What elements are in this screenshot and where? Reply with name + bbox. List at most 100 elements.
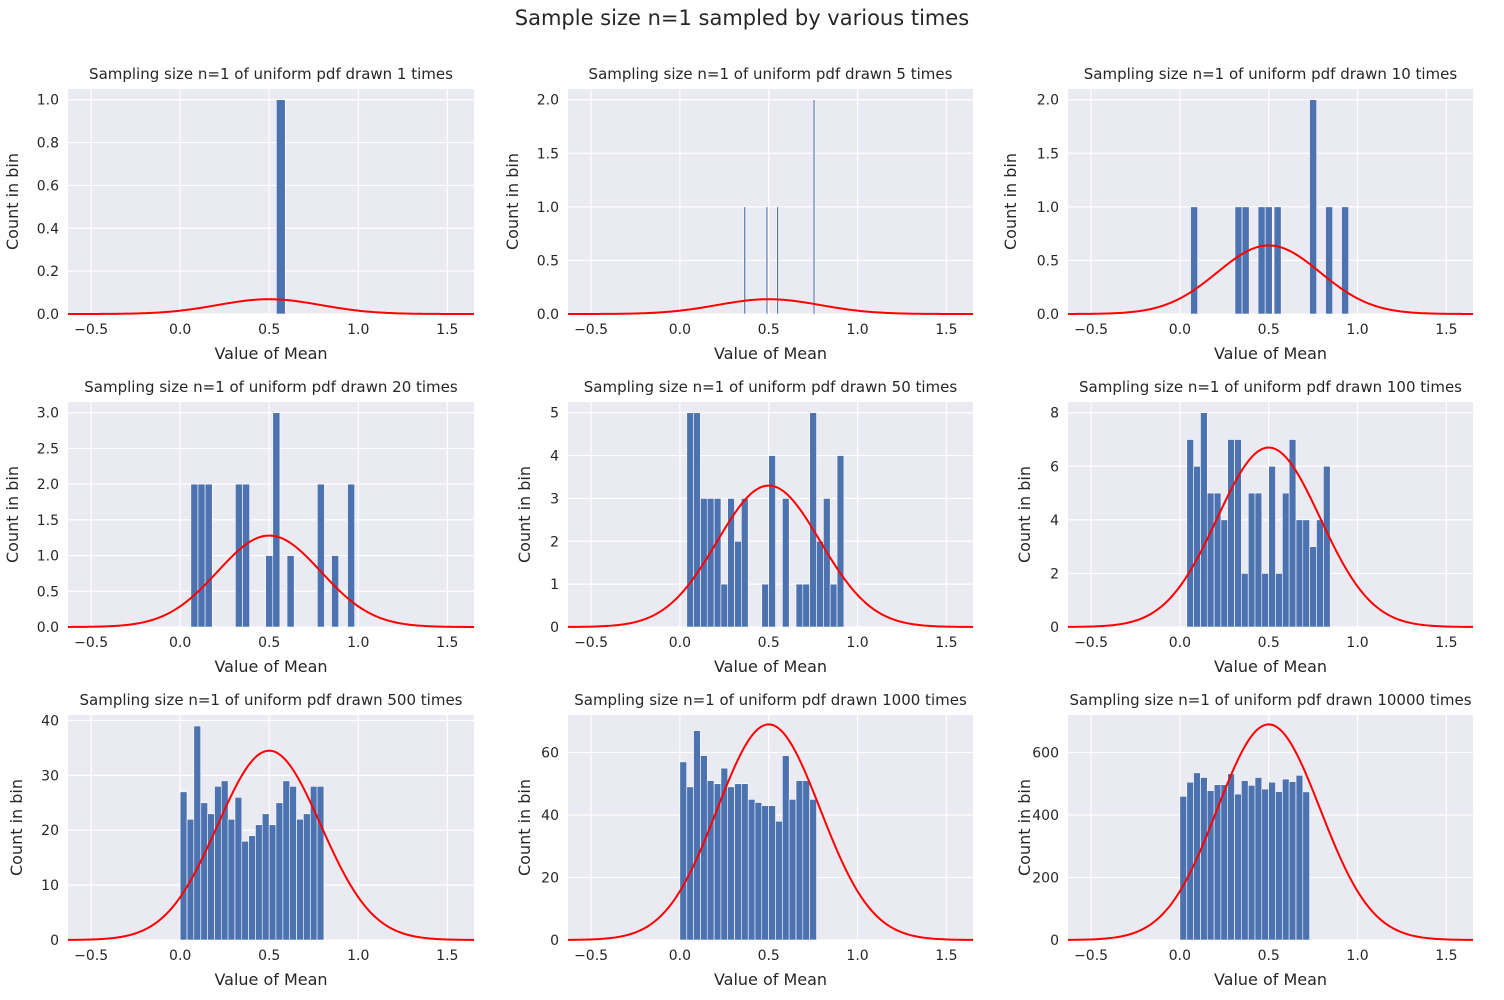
histogram-bar (1257, 206, 1266, 315)
normal-curve (67, 534, 474, 628)
panel-title: Sampling size n=1 of uniform pdf drawn 1… (1084, 65, 1458, 83)
panel-title: Sampling size n=1 of uniform pdf drawn 1… (1069, 691, 1471, 709)
histogram-bar (1241, 573, 1249, 628)
histogram-bar (347, 483, 355, 628)
histogram-bar (296, 818, 304, 941)
y-tick-label: 0.2 (37, 264, 59, 280)
y-tick-label: 30 (41, 768, 59, 784)
y-tick-label: 1.5 (537, 146, 559, 162)
x-tick-label: 1.5 (436, 948, 458, 964)
y-tick-label: 8 (1050, 406, 1059, 422)
y-tick-label: 0.0 (37, 620, 59, 636)
histogram-bar (200, 802, 208, 941)
histogram-bar (1302, 791, 1310, 941)
histogram-bar (1234, 206, 1243, 315)
y-tick-label: 0.5 (37, 584, 59, 600)
x-axis-label: Value of Mean (1214, 657, 1327, 676)
x-tick-label: 0.0 (669, 322, 691, 338)
x-tick-label: 1.5 (1435, 635, 1457, 651)
y-axis-label: Count in bin (3, 466, 22, 563)
histogram-bar (193, 725, 202, 941)
x-tick-label: 1.0 (1346, 322, 1368, 338)
histogram-bar (823, 498, 831, 628)
x-tick-label: 1.0 (846, 948, 868, 964)
histogram-bar (686, 412, 694, 628)
histogram-panel-4: −0.5 0.0 0.5 1.0 1.5 0.0 0.5 1.0 1.5 2.0 2.5 3.0 Sam… (3, 378, 474, 676)
histogram-bar (1295, 519, 1304, 628)
y-tick-label: 1.0 (537, 200, 559, 216)
x-tick-label: 0.5 (758, 948, 780, 964)
y-tick-label: 0.5 (1037, 253, 1059, 269)
y-tick-label: 40 (41, 713, 59, 729)
x-tick-label: 1.0 (846, 635, 868, 651)
x-axis-label: Value of Mean (214, 657, 327, 676)
histogram-panel-8: −0.5 0.0 0.5 1.0 1.5 0 20 40 60 Sampling size n=1… (515, 691, 974, 989)
y-tick-label: 4 (1050, 513, 1059, 529)
x-tick-label: −0.5 (1074, 322, 1108, 338)
histogram-bar (248, 835, 256, 941)
y-tick-label: 10 (41, 878, 59, 894)
histogram-bar (809, 412, 817, 628)
histogram-panel-2: −0.5 0.0 0.5 1.0 1.5 0.0 0.5 1.0 1.5 2.0 Sampling … (503, 65, 973, 363)
histogram-bar (1190, 206, 1198, 315)
x-tick-label: 0.5 (758, 322, 780, 338)
histogram-bar (754, 802, 763, 941)
histogram-bar (679, 761, 688, 941)
histogram-bar (1268, 781, 1276, 941)
y-tick-label: 1 (550, 577, 559, 593)
x-tick-label: 1.5 (1435, 322, 1457, 338)
y-tick-label: 400 (1032, 808, 1059, 824)
x-axis-label: Value of Mean (214, 970, 327, 989)
plot-area (568, 89, 973, 314)
histogram-bar (303, 813, 311, 941)
histogram-bar (1309, 99, 1317, 315)
panel-title: Sampling size n=1 of uniform pdf drawn 5… (584, 378, 958, 396)
x-axis-label: Value of Mean (714, 970, 827, 989)
x-tick-label: 0.0 (169, 948, 191, 964)
histogram-bar (265, 555, 274, 628)
histogram-bar (741, 783, 749, 941)
histogram-bar (734, 540, 742, 628)
y-tick-label: 0.4 (37, 221, 59, 237)
histogram-bar (1186, 781, 1194, 941)
y-tick-label: 2.0 (37, 477, 59, 493)
histogram-bar (768, 455, 776, 628)
x-axis-label: Value of Mean (1214, 344, 1327, 363)
panel-title: Sampling size n=1 of uniform pdf drawn 1… (574, 691, 967, 709)
histogram-bar (1275, 791, 1283, 941)
histogram-bar (802, 780, 810, 941)
histogram-bar (743, 206, 746, 315)
y-axis-label: Count in bin (515, 779, 534, 876)
histogram-bar (788, 799, 797, 941)
y-tick-label: 1.0 (37, 93, 59, 109)
x-axis-label: Value of Mean (714, 344, 827, 363)
histogram-panel-1: −0.5 0.0 0.5 1.0 1.5 0.0 0.2 0.4 0.6 0.8 1.0 Sampli… (3, 65, 474, 363)
histogram-bar (234, 797, 243, 941)
histogram-bar (720, 583, 729, 628)
histogram-bar (1341, 206, 1349, 315)
y-tick-label: 0 (550, 620, 559, 636)
y-tick-label: 0 (1050, 933, 1059, 949)
histogram-bar (795, 780, 804, 941)
histogram-bar (816, 540, 824, 628)
y-tick-label: 20 (541, 871, 559, 887)
histogram-bar (1302, 519, 1310, 628)
x-tick-label: −0.5 (1074, 948, 1108, 964)
histogram-panel-9: −0.5 0.0 0.5 1.0 1.5 0 200 400 600 Sampling size … (1015, 691, 1474, 989)
histogram-bar (276, 99, 286, 315)
x-tick-label: 1.0 (1346, 948, 1368, 964)
x-tick-label: 0.5 (1258, 948, 1280, 964)
y-tick-label: 2 (550, 534, 559, 550)
histogram-bar (782, 755, 790, 941)
histogram-bar (268, 824, 277, 941)
x-tick-label: 0.5 (1258, 635, 1280, 651)
y-tick-label: 1.0 (37, 549, 59, 565)
x-axis-label: Value of Mean (714, 657, 827, 676)
histogram-bar (1316, 519, 1324, 628)
x-tick-label: 0.0 (669, 948, 691, 964)
x-axis-label: Value of Mean (214, 344, 327, 363)
histogram-bar (227, 818, 236, 941)
histogram-bar (1275, 573, 1283, 628)
histogram-bar (214, 786, 222, 941)
histogram-bar (812, 99, 816, 315)
